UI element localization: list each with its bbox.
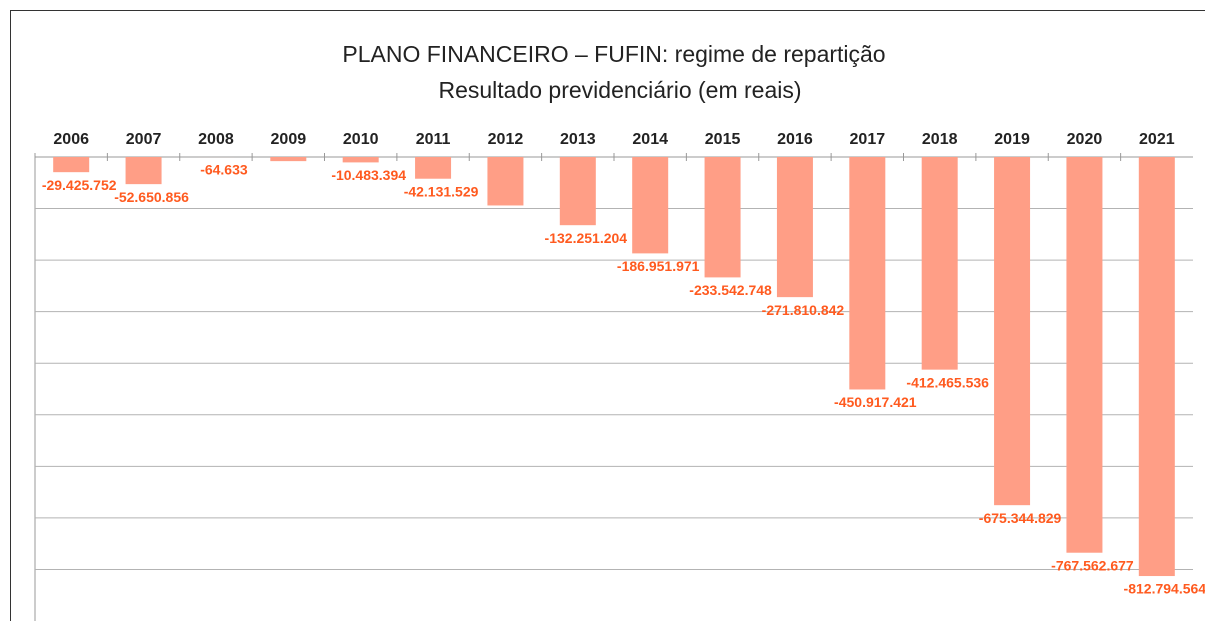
bar (125, 157, 162, 185)
bar (415, 157, 452, 179)
data-label: -767.562.677 (1051, 557, 1134, 573)
data-label: -412.465.536 (906, 374, 989, 390)
x-tick-label: 2019 (994, 131, 1030, 148)
bar (776, 157, 813, 298)
x-tick-label: 2015 (705, 131, 741, 148)
data-label: -64.633 (200, 162, 248, 178)
x-tick-label: 2017 (850, 131, 886, 148)
bar (994, 157, 1031, 506)
bar (270, 157, 307, 162)
bar (1066, 157, 1103, 553)
chart-title: PLANO FINANCEIRO – FUFIN: regime de repa… (342, 41, 885, 67)
x-tick-label: 2021 (1139, 131, 1175, 148)
data-label: -29.425.752 (42, 177, 117, 193)
x-tick-label: 2012 (488, 131, 524, 148)
bar (921, 157, 958, 370)
x-tick-label: 2011 (416, 131, 451, 148)
data-label: -132.251.204 (545, 230, 628, 246)
bar (487, 157, 524, 206)
bar (559, 157, 596, 226)
data-label: -812.794.564 (1124, 581, 1205, 597)
data-label: -42.131.529 (404, 183, 479, 199)
x-tick-label: 2006 (53, 131, 89, 148)
chart-subtitle: Resultado previdenciário (em reais) (438, 77, 801, 103)
data-label: -10.483.394 (331, 167, 406, 183)
bar (632, 157, 669, 254)
x-tick-label: 2013 (560, 131, 596, 148)
data-label: -186.951.971 (617, 258, 700, 274)
bar (704, 157, 741, 278)
x-tick-label: 2016 (777, 131, 813, 148)
x-tick-label: 2014 (632, 131, 668, 148)
bar (849, 157, 886, 390)
data-label: -233.542.748 (689, 282, 772, 298)
data-label: -52.650.856 (114, 189, 189, 205)
x-tick-label: 2009 (271, 131, 307, 148)
bar (53, 157, 90, 173)
bar (342, 157, 379, 163)
x-tick-label: 2008 (198, 131, 234, 148)
x-tick-label: 2007 (126, 131, 162, 148)
data-label: -675.344.829 (979, 510, 1062, 526)
x-tick-label: 2010 (343, 131, 379, 148)
x-tick-label: 2018 (922, 131, 958, 148)
bar (1138, 157, 1175, 577)
data-label: -271.810.842 (762, 302, 845, 318)
data-label: -450.917.421 (834, 394, 917, 410)
x-tick-label: 2020 (1067, 131, 1103, 148)
